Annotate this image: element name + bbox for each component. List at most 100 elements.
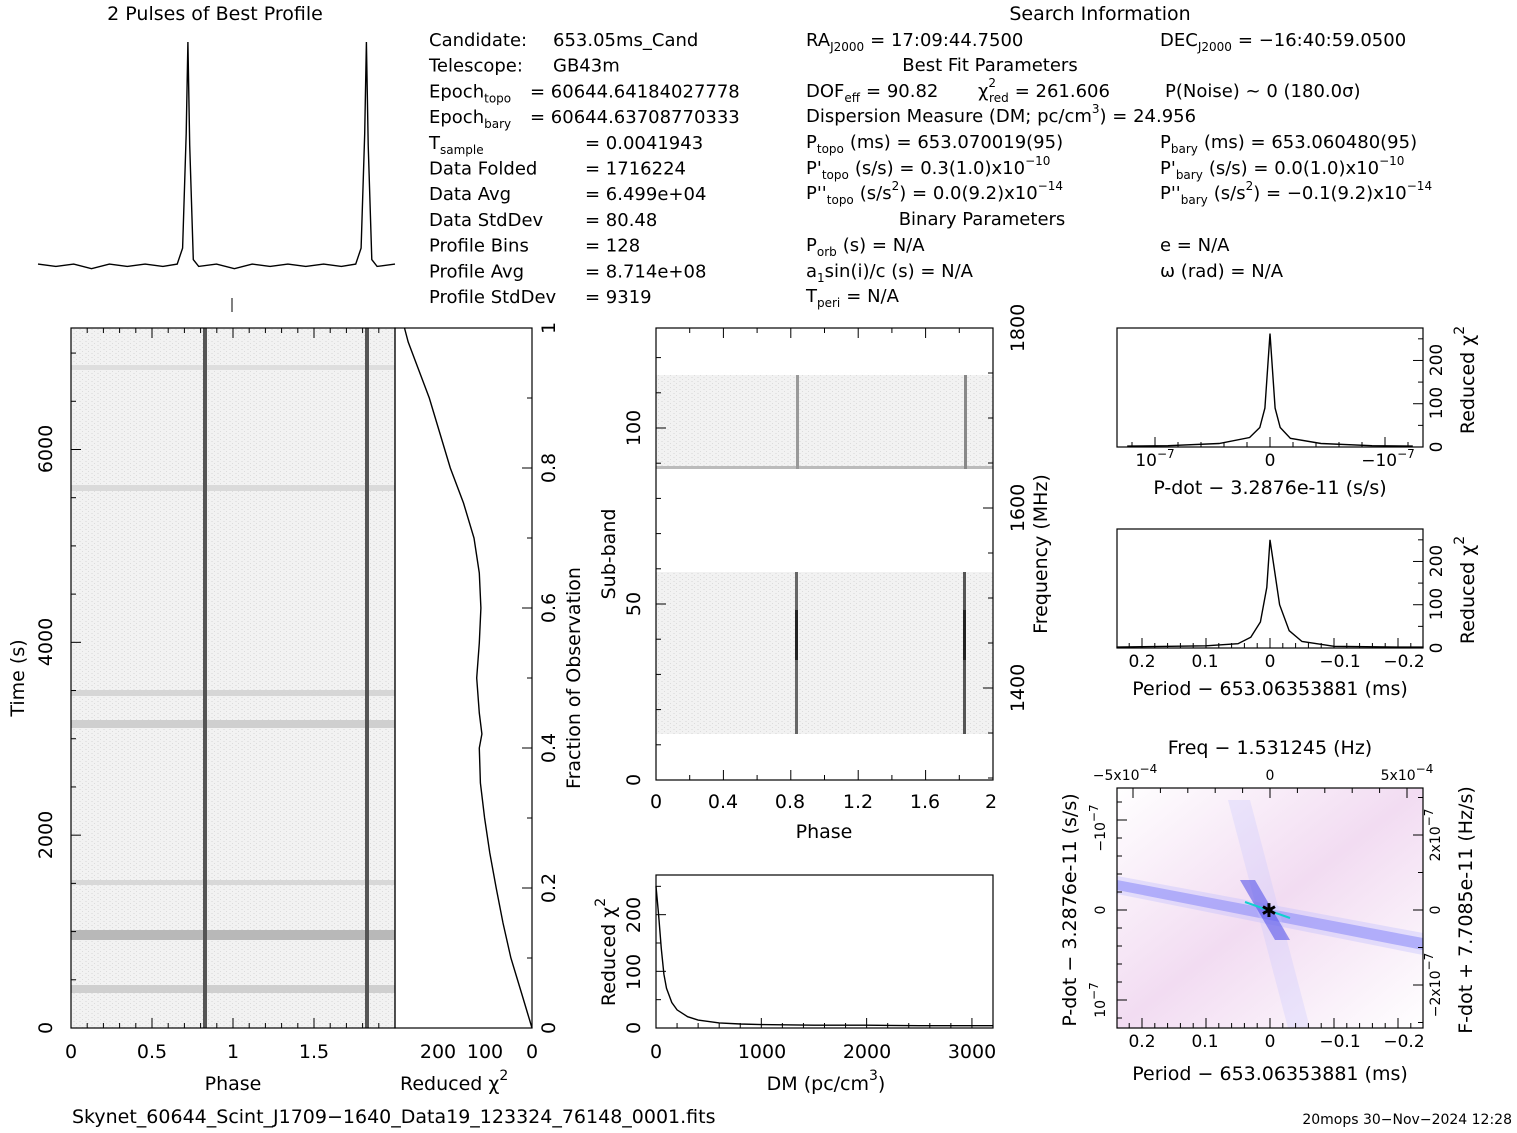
svg-text:a1sin(i)/c (s) = N/A: a1sin(i)/c (s) = N/A [806, 261, 974, 285]
period-ylabel: Reduced χ2 [1452, 536, 1479, 644]
candidate-info-value: = 60644.64184027778 [530, 81, 740, 102]
dm-xtick: 0 [650, 1041, 662, 1063]
candidate-info-value: 653.05ms_Cand [553, 30, 698, 51]
candidate-info-value: = 60644.63708770333 [530, 107, 740, 128]
period-panel: 0.2 0.1 0 −0.1 −0.2 Period − 653.0635388… [1116, 528, 1479, 700]
pp-xtick: 0.1 [1191, 1032, 1218, 1052]
svg-text:Ptopo(ms) = 653.070019(95): Ptopo (ms) = 653.070019(95) [806, 132, 1063, 156]
svg-text:Tperi= N/A: Tperi = N/A [805, 286, 900, 310]
pdot-panel: 10−7 0 −10−7 P-dot − 3.2876e-11 (s/s) 0 … [1116, 326, 1479, 499]
pp-rtick: −2x10−7 [1422, 953, 1444, 1017]
fraction-tick: 0.6 [538, 593, 560, 623]
ppdot-panel: ✱ Freq − 1.531245 (Hz) −5x10−4 0 5x10−4 … [1059, 737, 1477, 1085]
candidate-info-value: = 9319 [585, 287, 652, 308]
svg-text:ω (rad) = N/A: ω (rad) = N/A [1160, 261, 1284, 282]
ptopo-line: Ptopo (ms) = 653.070019(95) Pbary (ms) = 6… [806, 132, 1417, 156]
dm-ylabel: Reduced χ2 [593, 898, 620, 1006]
candidate-info-label: Telescope: [428, 56, 523, 77]
candidate-info-value: = 0.0041943 [585, 133, 703, 154]
fraction-label: Fraction of Observation [563, 567, 585, 789]
time-band [71, 720, 395, 728]
ct-xlabel: Reduced χ2 [400, 1068, 508, 1095]
time-phase-panel: 0 0.5 1 1.5 Phase 0 2000 4000 6000 Time … [7, 327, 396, 1095]
fraction-tick: 0 [538, 1022, 560, 1034]
candidate-info-value: = 80.48 [585, 210, 657, 231]
svg-text:P'topo(s/s) = 0.3(1.0)x10−10: P'topo (s/s) = 0.3(1.0)x10−10 [806, 154, 1050, 182]
candidate-info-value: = 1716224 [585, 159, 686, 180]
frequency-label: Frequency (MHz) [1030, 474, 1052, 634]
pd-xtick: −10−7 [1361, 447, 1415, 471]
dm-xtick: 3000 [948, 1041, 996, 1063]
pddot-line: P''topo (s/s2) = 0.0(9.2)x10−14 P''bary (s… [806, 179, 1432, 207]
pd-xtick: 0 [1265, 451, 1276, 471]
dm-xlabel: DM (pc/cm3) [767, 1068, 886, 1095]
binary-params: Porb (s) = N/A a1sin(i)/c (s) = N/A Tperi… [805, 235, 1284, 310]
pdot-ylabel: Reduced χ2 [1452, 326, 1479, 434]
pdot-curve [1127, 333, 1413, 447]
svg-text:Porb(s) = N/A: Porb (s) = N/A [806, 235, 925, 259]
time-band [71, 690, 395, 696]
pp-toptick: −5x10−4 [1093, 762, 1157, 784]
pnoise-text: P(Noise) ~ 0 (180.0σ) [1165, 81, 1361, 102]
svg-text:P'bary(s/s) = 0.0(1.0)x10−10: P'bary (s/s) = 0.0(1.0)x10−10 [1160, 154, 1404, 182]
sb-ytick: 50 [623, 592, 645, 616]
pe-xtick: 0.2 [1128, 652, 1155, 672]
subband-panel: 0 0.4 0.8 1.2 1.6 2 Phase 0 50 100 Sub-b… [598, 304, 1052, 843]
pp-ytick: 10−7 [1087, 982, 1109, 1018]
sb-xlabel: Phase [796, 821, 853, 843]
pd-ytick: 0 [1427, 442, 1447, 453]
svg-text:Pbary(ms) = 653.060480(95): Pbary (ms) = 653.060480(95) [1160, 132, 1417, 156]
sb-rtick: 1400 [1007, 664, 1029, 712]
chi2-time-curve [403, 327, 533, 1029]
dm-xtick: 1000 [738, 1041, 786, 1063]
sb-ylabel: Sub-band [598, 509, 620, 600]
sb-xtick: 0 [650, 791, 662, 813]
best-fit-marker: ✱ [1261, 900, 1277, 922]
candidate-info-label: Epochbary [429, 107, 511, 131]
timestamp: 20mops 30−Nov−2024 12:28 [1302, 1112, 1512, 1128]
ct-xtick: 200 [420, 1041, 456, 1063]
pe-xtick: 0 [1265, 652, 1276, 672]
tp-ytick: 4000 [35, 618, 57, 666]
sb-xtick: 1.6 [910, 791, 940, 813]
candidate-info-column: Candidate: 653.05ms_Cand Telescope: GB43m Ep… [428, 30, 740, 308]
candidate-info-label: Candidate: [429, 30, 527, 51]
candidate-info-value: = 128 [585, 236, 640, 257]
pp-rtick: 2x10−7 [1422, 809, 1444, 862]
pulse-track-2 [365, 328, 369, 1028]
dec-line: DECJ2000 = −16:40:59.0500 [1160, 30, 1406, 54]
sb-rtick: 1800 [1007, 304, 1029, 352]
time-band [71, 930, 395, 940]
subband-image-upper [656, 375, 993, 469]
binary-title: Binary Parameters [899, 209, 1066, 230]
tp-xtick: 1.5 [299, 1041, 329, 1063]
search-title: Search Information [1009, 3, 1190, 25]
pp-rtick: 0 [1428, 906, 1444, 915]
chi2-time-panel: 200 100 0 Reduced χ2 0 0.2 0.4 0.6 0.8 1 Frac… [394, 322, 585, 1095]
tp-ylabel: Time (s) [7, 639, 29, 717]
fits-filename: Skynet_60644_Scint_J1709−1640_Data19_123… [72, 1106, 716, 1128]
tp-xlabel: Phase [205, 1073, 262, 1095]
sb-xtick: 1.2 [843, 791, 873, 813]
sb-ytick: 0 [623, 774, 645, 786]
svg-text:e = N/A: e = N/A [1160, 235, 1230, 256]
tp-ytick: 2000 [35, 811, 57, 859]
pp-xtick: 0 [1265, 1032, 1276, 1052]
candidate-info-value: = 8.714e+08 [585, 261, 706, 282]
candidate-info-label: Data Avg [429, 184, 511, 205]
time-band [71, 880, 395, 885]
dm-xtick: 2000 [843, 1041, 891, 1063]
pe-ytick: 100 [1427, 588, 1447, 620]
dm-curve [655, 886, 993, 1027]
tp-ytick: 0 [35, 1022, 57, 1034]
ct-xtick: 0 [526, 1041, 538, 1063]
candidate-info-label: Data Folded [429, 159, 537, 180]
candidate-info-label: Data StdDev [429, 210, 544, 231]
fraction-tick: 0.8 [538, 453, 560, 483]
tp-xtick: 0.5 [137, 1041, 167, 1063]
svg-text:DOFeff= 90.82: DOFeff = 90.82 [806, 81, 938, 105]
tp-ytick: 6000 [35, 425, 57, 473]
pp-xlabel: Period − 653.06353881 (ms) [1132, 1063, 1408, 1085]
